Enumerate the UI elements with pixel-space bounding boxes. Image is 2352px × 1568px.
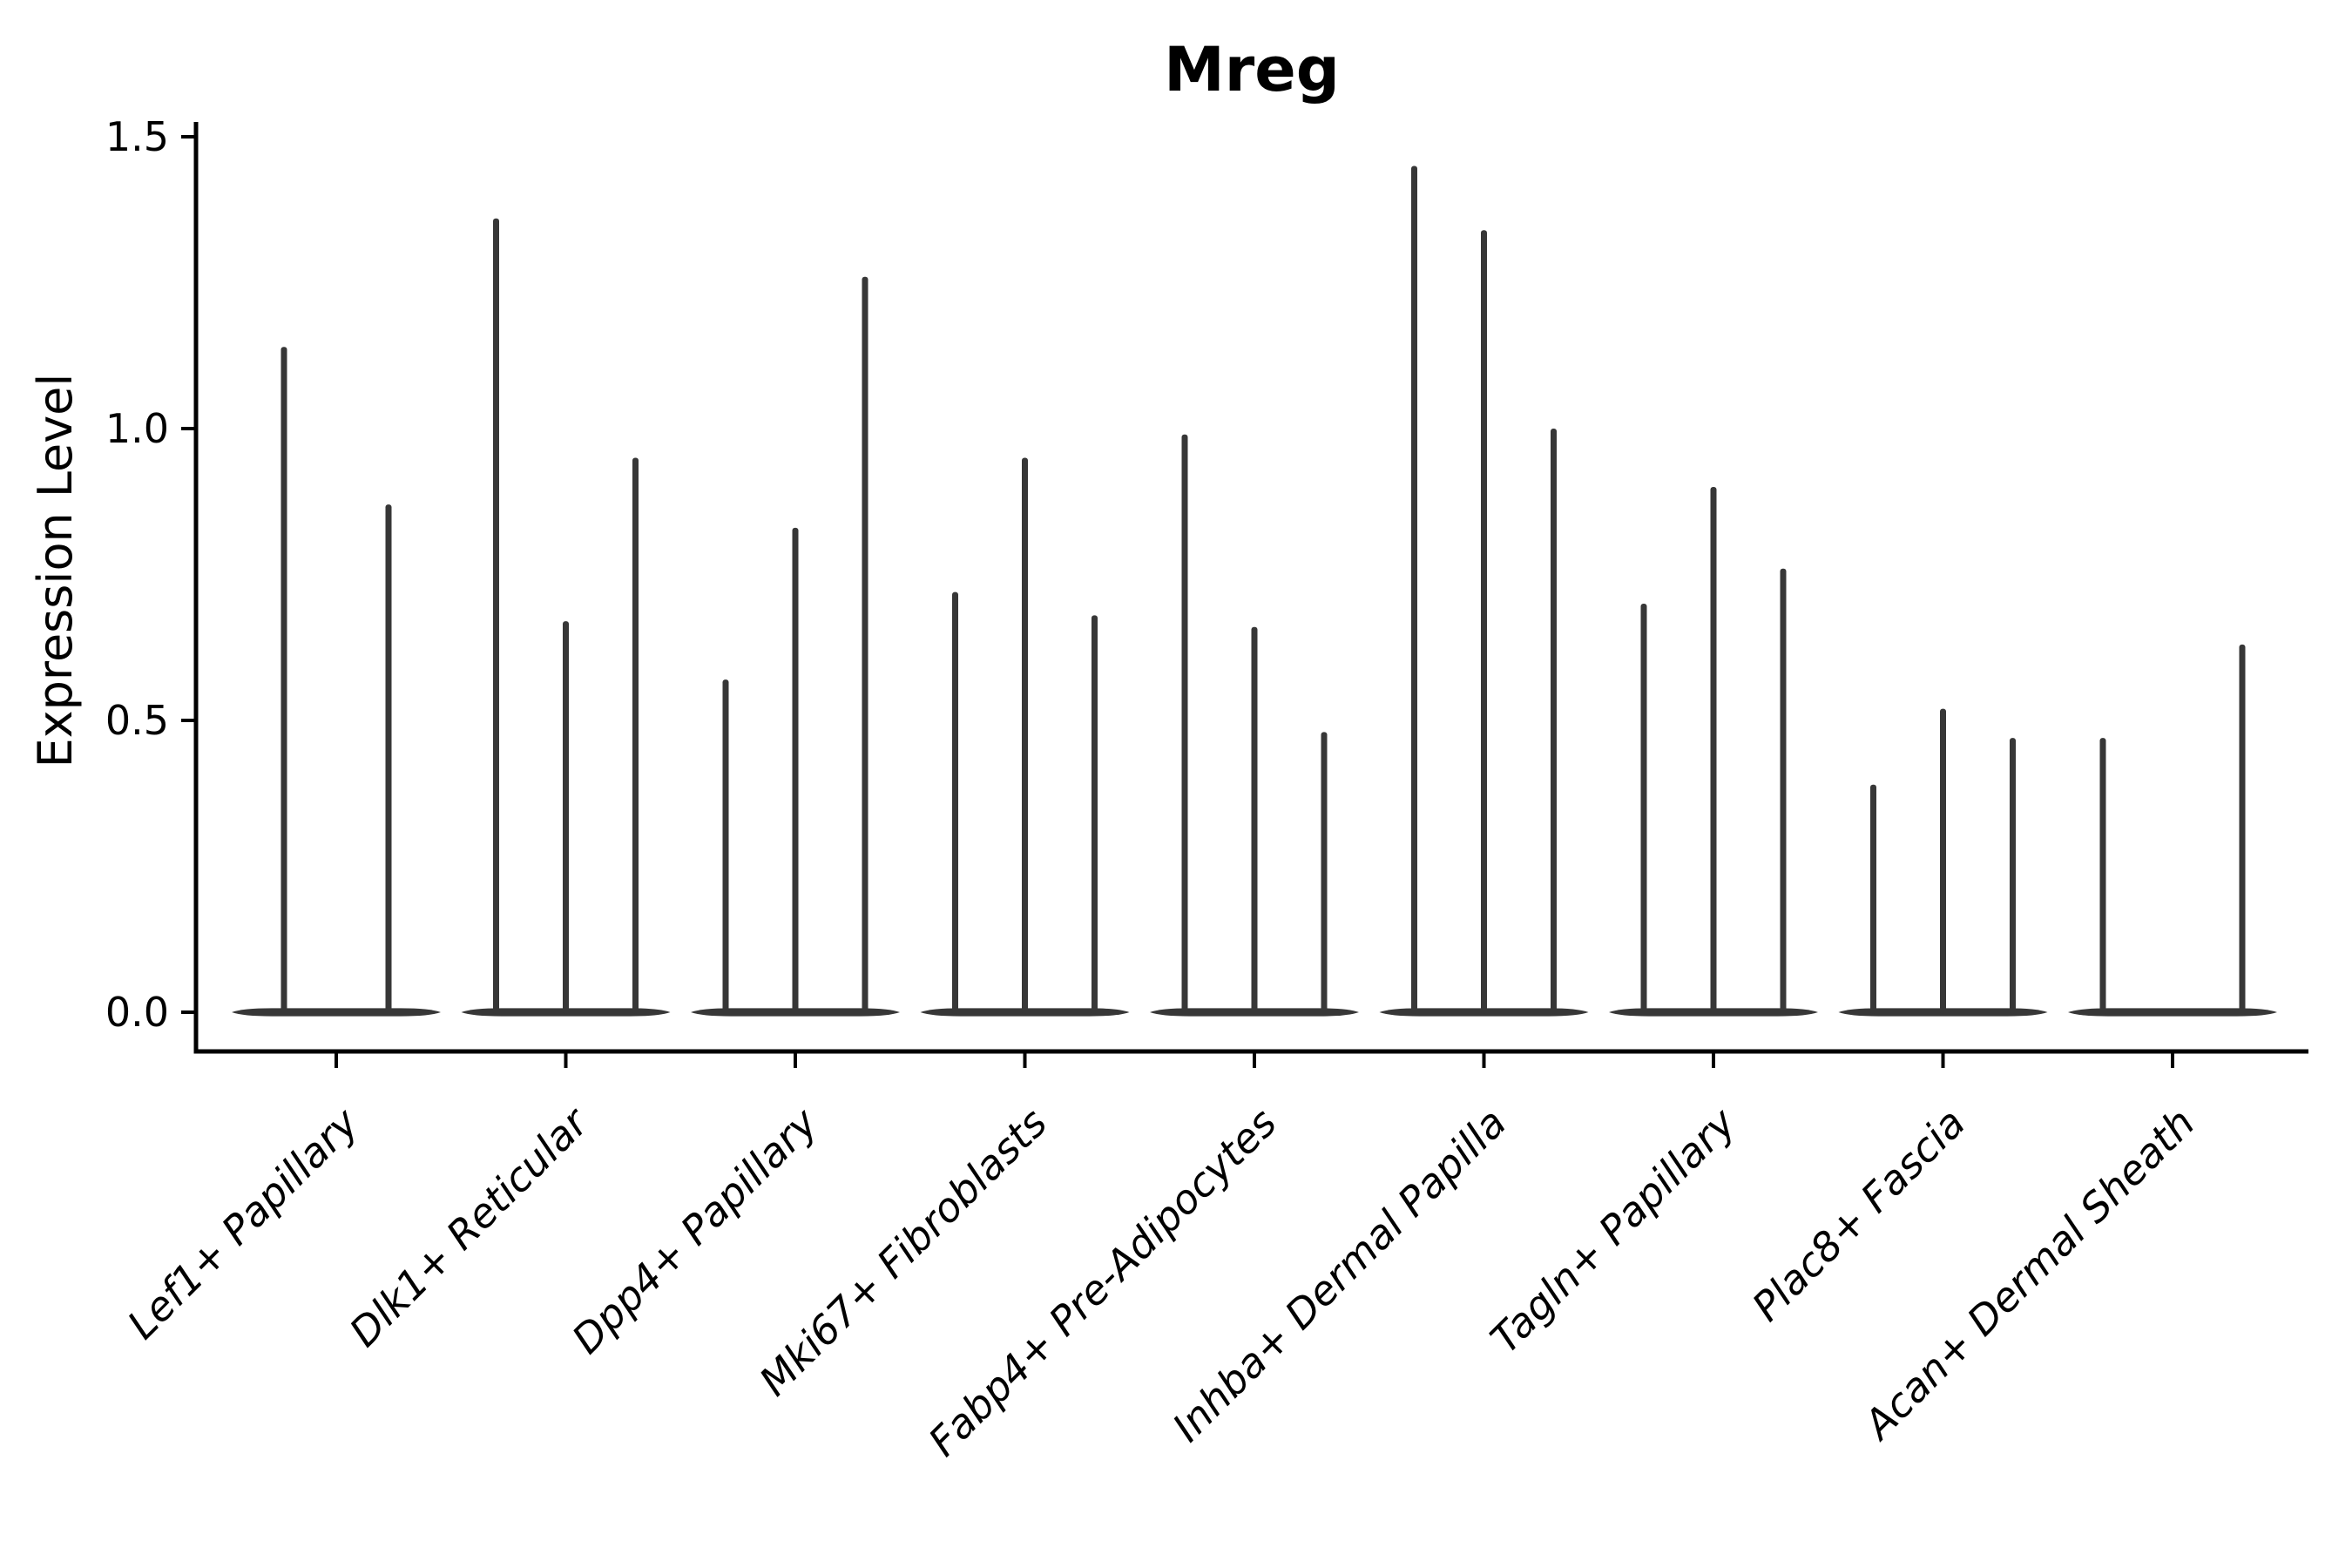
violin-spike [563,621,569,1014]
violin-spike [1551,429,1557,1014]
x-tick-label: Dpp4+ Papillary [563,1098,827,1362]
axes: 0.0 0.5 1.0 1.5 [105,113,2308,1054]
violin-spike [632,457,639,1014]
violin-group [1150,434,1359,1017]
violin-spike [280,347,287,1014]
violin-group [2068,644,2277,1017]
violin-group [1609,487,1818,1017]
y-axis-label: Expression Level [28,374,83,768]
violin-group [691,276,900,1017]
violin-spike [952,591,958,1014]
y-tick-label: 0.0 [105,989,169,1036]
x-tick-label: Tagln+ Papillary [1481,1098,1745,1362]
violin-group [1379,166,1589,1017]
violin-spike [1181,434,1188,1014]
x-tick-label: Plac8+ Fascia [1743,1099,1974,1330]
violin-spike [493,218,499,1015]
violin-spike [722,679,729,1014]
violin-spike [1640,604,1647,1014]
violin-group [920,457,1130,1017]
violin-spike [385,504,392,1014]
violin-spike [1870,784,1876,1014]
violins [232,166,2277,1017]
violin-group [1838,708,2048,1017]
violin-spike [1940,708,1946,1014]
violin-group [232,347,441,1017]
violin-spike [2239,644,2246,1014]
violin-spike [1251,626,1258,1014]
y-tick-label: 0.5 [105,697,169,744]
y-tick-label: 1.5 [105,113,169,160]
x-tick-label: Dlk1+ Reticular [341,1097,599,1355]
violin-spike [1481,230,1487,1014]
violin-spike [1321,732,1328,1014]
violin-base [232,1008,441,1017]
y-tick-label: 1.0 [105,405,169,452]
violin-spike [1411,166,1417,1014]
violin-spike [792,527,799,1014]
violin-spike [1780,568,1787,1014]
x-tick-label: Lef1+ Papillary [118,1098,368,1348]
violin-spike [1710,487,1717,1014]
violin-spike [1092,615,1098,1014]
violin-spike [2010,738,2016,1014]
violin-spike [2099,738,2106,1014]
violin-spike [1022,457,1028,1014]
violin-base [2068,1008,2277,1017]
violin-spike [862,276,868,1014]
violin-group [461,218,671,1017]
chart-title: Mreg [1164,34,1340,105]
